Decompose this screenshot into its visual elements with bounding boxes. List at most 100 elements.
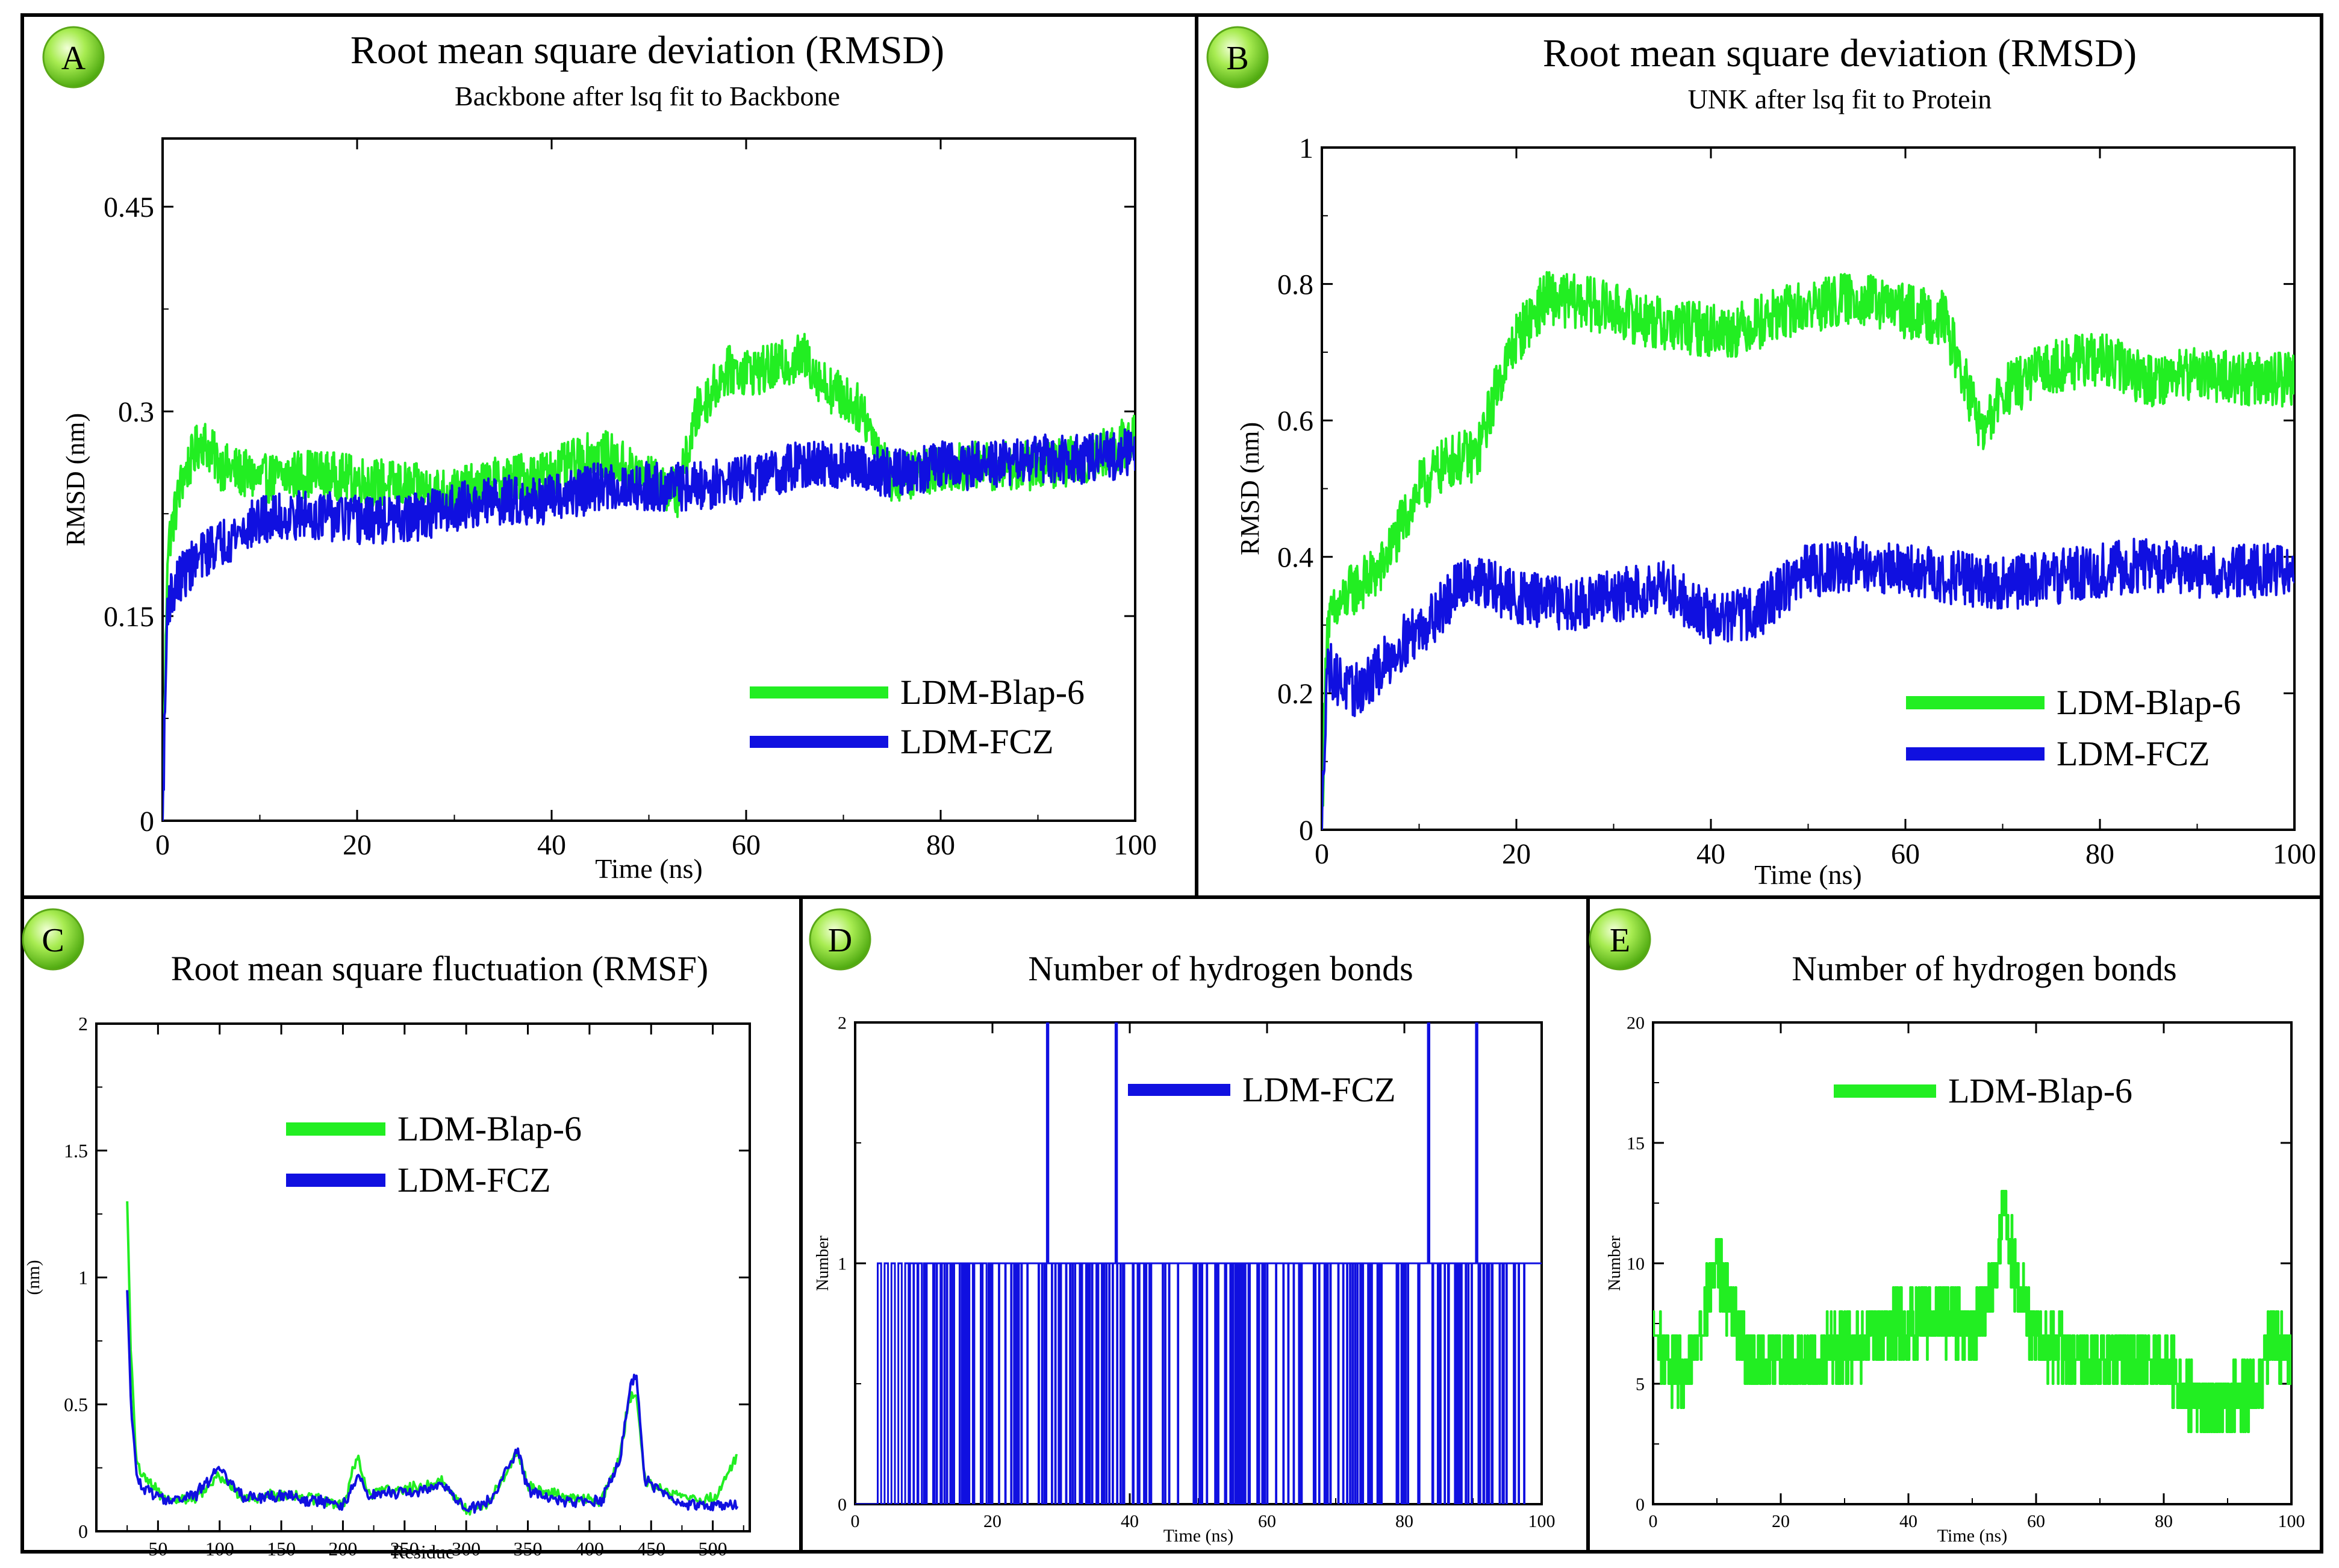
x-tick-label-c: 150 [267, 1538, 296, 1560]
x-tick-label-b: 100 [2273, 838, 2316, 870]
x-tick-label-e: 20 [1772, 1511, 1790, 1531]
legend-label-c-ldm-blap-6: LDM-Blap-6 [397, 1109, 582, 1148]
x-tick-label-c: 300 [452, 1538, 481, 1560]
series-line-c-ldm-fcz [126, 1290, 739, 1514]
x-tick-label-d: 100 [1528, 1511, 1556, 1531]
x-tick-label-a: 80 [926, 829, 955, 861]
x-tick-label-c: 450 [637, 1538, 665, 1560]
y-tick-label-a: 0.45 [104, 191, 154, 223]
x-tick-label-e: 40 [1899, 1511, 1917, 1531]
y-axis-label-a: RMSD (nm) [61, 413, 90, 546]
y-axis-label-b: RMSD (nm) [1235, 422, 1265, 555]
y-tick-label-c: 1.5 [64, 1140, 88, 1162]
x-tick-label-d: 60 [1258, 1511, 1276, 1531]
y-tick-label-e: 20 [1627, 1013, 1645, 1033]
y-tick-label-a: 0 [140, 806, 154, 838]
series-line-d-ldm-fcz [855, 1022, 1542, 1504]
chart-subtitle-b: UNK after lsq fit to Protein [1688, 84, 1992, 114]
chart-title-b: Root mean square deviation (RMSD) [1543, 31, 2137, 75]
y-tick-label-b: 0.4 [1277, 542, 1313, 574]
x-tick-label-c: 350 [514, 1538, 543, 1560]
chart-title-e: Number of hydrogen bonds [1792, 949, 2177, 988]
panel-badge-label-b: B [1226, 40, 1248, 77]
panel-badge-a-icon [42, 26, 105, 89]
x-tick-label-d: 0 [851, 1511, 860, 1531]
series-line-a-ldm-fcz [163, 428, 1135, 821]
chart-title-a: Root mean square deviation (RMSD) [350, 28, 944, 72]
panel-badge-label-a: A [61, 40, 86, 77]
y-tick-label-e: 10 [1627, 1254, 1645, 1274]
legend-label-e-ldm-blap-6: LDM-Blap-6 [1948, 1071, 2132, 1110]
x-tick-label-d: 40 [1121, 1511, 1139, 1531]
chart-title-c: Root mean square fluctuation (RMSF) [171, 949, 708, 988]
x-tick-label-e: 0 [1649, 1511, 1658, 1531]
y-tick-label-d: 0 [838, 1495, 847, 1515]
y-tick-label-a: 0.15 [104, 601, 154, 633]
x-tick-label-b: 60 [1891, 838, 1920, 870]
x-tick-label-e: 80 [2155, 1511, 2173, 1531]
series-line-b-ldm-blap-6 [1322, 271, 2294, 830]
x-axis-label-a: Time (ns) [595, 853, 703, 884]
x-tick-label-c: 400 [575, 1538, 604, 1560]
legend-label-b-ldm-blap-6: LDM-Blap-6 [2057, 683, 2241, 722]
x-tick-label-e: 100 [2278, 1511, 2305, 1531]
y-tick-label-b: 0.2 [1277, 678, 1313, 710]
y-axis-label-c: (nm) [23, 1260, 43, 1295]
x-axis-label-e: Time (ns) [1937, 1526, 2007, 1546]
legend-label-d-ldm-fcz: LDM-FCZ [1242, 1070, 1396, 1109]
x-tick-label-b: 40 [1696, 838, 1725, 870]
y-tick-label-d: 2 [838, 1013, 847, 1033]
x-tick-label-e: 60 [2027, 1511, 2045, 1531]
x-tick-label-c: 500 [699, 1538, 727, 1560]
x-axis-label-b: Time (ns) [1754, 859, 1862, 890]
series-line-e-ldm-blap-6 [1653, 1190, 2291, 1433]
x-tick-label-c: 50 [148, 1538, 167, 1560]
x-axis-label-d: Time (ns) [1163, 1526, 1233, 1546]
panel-badge-label-e: E [1610, 922, 1630, 959]
y-tick-label-b: 0.6 [1277, 405, 1313, 437]
x-tick-label-a: 60 [732, 829, 761, 861]
x-tick-label-c: 200 [328, 1538, 357, 1560]
panel-badge-d-icon [809, 908, 871, 971]
y-tick-label-e: 0 [1636, 1495, 1645, 1515]
y-tick-label-e: 15 [1627, 1134, 1645, 1154]
x-axis-label-c: Residue [392, 1541, 454, 1563]
x-tick-label-d: 80 [1395, 1511, 1413, 1531]
x-tick-label-c: 100 [205, 1538, 234, 1560]
y-tick-label-d: 1 [838, 1254, 847, 1274]
y-tick-label-b: 0 [1299, 815, 1313, 847]
y-axis-label-e: Number [1606, 1235, 1624, 1290]
y-tick-label-c: 0 [78, 1520, 88, 1542]
y-tick-label-b: 0.8 [1277, 269, 1313, 300]
y-tick-label-c: 2 [78, 1013, 88, 1034]
legend-label-c-ldm-fcz: LDM-FCZ [397, 1160, 551, 1199]
panel-badge-label-c: C [42, 922, 64, 959]
panel-border-e [1586, 895, 2323, 1554]
y-tick-label-c: 1 [78, 1267, 88, 1289]
x-tick-label-a: 100 [1113, 829, 1157, 861]
x-tick-label-a: 20 [343, 829, 372, 861]
legend-label-b-ldm-fcz: LDM-FCZ [2057, 734, 2210, 773]
x-tick-label-a: 40 [537, 829, 566, 861]
y-tick-label-c: 0.5 [64, 1393, 88, 1415]
x-tick-label-d: 20 [983, 1511, 1001, 1531]
x-tick-label-c: 250 [390, 1538, 419, 1560]
x-tick-label-b: 0 [1315, 838, 1329, 870]
y-tick-label-a: 0.3 [118, 396, 154, 428]
chart-title-d: Number of hydrogen bonds [1028, 949, 1413, 988]
legend-label-a-ldm-blap-6: LDM-Blap-6 [900, 673, 1085, 712]
series-line-b-ldm-fcz [1322, 536, 2294, 830]
y-tick-label-b: 1 [1299, 132, 1313, 164]
panel-badge-b-icon [1206, 26, 1269, 89]
y-axis-label-d: Number [814, 1235, 832, 1290]
panel-badge-e-icon [1589, 908, 1651, 971]
panel-badge-label-d: D [828, 922, 852, 959]
x-tick-label-b: 80 [2085, 838, 2114, 870]
x-tick-label-b: 20 [1502, 838, 1531, 870]
x-tick-label-a: 0 [155, 829, 170, 861]
y-tick-label-e: 5 [1636, 1375, 1645, 1395]
legend-label-a-ldm-fcz: LDM-FCZ [900, 722, 1054, 761]
chart-subtitle-a: Backbone after lsq fit to Backbone [455, 81, 840, 111]
panel-badge-c-icon [22, 908, 84, 971]
